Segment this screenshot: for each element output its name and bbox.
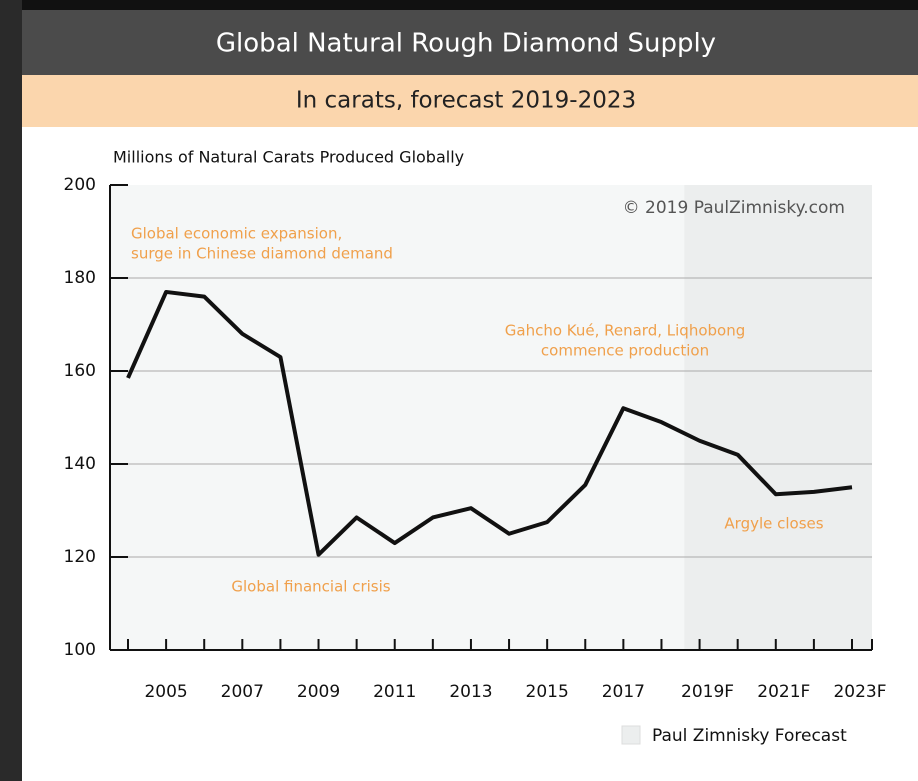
legend-swatch [621, 725, 641, 745]
chart-subtitle: In carats, forecast 2019-2023 [296, 88, 636, 114]
title-band [22, 10, 918, 75]
x-tick-label: 2015 [526, 682, 569, 702]
subtitle-band [22, 75, 918, 127]
annotation: commence production [541, 342, 709, 360]
y-tick-label: 160 [64, 361, 96, 381]
side-strip [0, 0, 22, 781]
annotation: Global financial crisis [231, 578, 390, 596]
y-tick-label: 200 [64, 175, 96, 195]
annotation: Argyle closes [724, 515, 823, 533]
y-tick-label: 140 [64, 454, 96, 474]
y-tick-label: 100 [64, 640, 96, 660]
chart-title: Global Natural Rough Diamond Supply [216, 29, 716, 59]
x-tick-label: 2023F [833, 682, 886, 702]
annotation: Gahcho Kué, Renard, Liqhobong [505, 322, 745, 340]
x-tick-label: 2009 [297, 682, 340, 702]
x-tick-label: 2017 [602, 682, 645, 702]
forecast-area [684, 185, 872, 650]
y-tick-label: 180 [64, 268, 96, 288]
credit: © 2019 PaulZimnisky.com [623, 198, 845, 218]
y-tick-label: 120 [64, 547, 96, 567]
legend-label: Paul Zimnisky Forecast [652, 726, 847, 746]
annotation: Global economic expansion, [131, 225, 342, 243]
x-tick-label: 2019F [681, 682, 734, 702]
x-tick-label: 2007 [221, 682, 264, 702]
x-tick-label: 2021F [757, 682, 810, 702]
annotation: surge in Chinese diamond demand [131, 245, 393, 263]
data-line [126, 289, 853, 557]
x-tick-label: 2011 [373, 682, 416, 702]
top-strip [0, 0, 918, 10]
y-axis-label: Millions of Natural Carats Produced Glob… [113, 148, 464, 167]
x-tick-label: 2005 [144, 682, 187, 702]
x-tick-label: 2013 [449, 682, 492, 702]
